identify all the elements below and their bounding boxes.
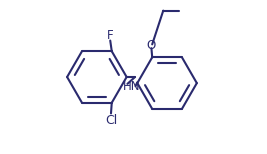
- Text: Cl: Cl: [105, 114, 117, 127]
- Text: O: O: [146, 39, 155, 52]
- Text: HN: HN: [123, 80, 140, 93]
- Text: F: F: [107, 29, 114, 43]
